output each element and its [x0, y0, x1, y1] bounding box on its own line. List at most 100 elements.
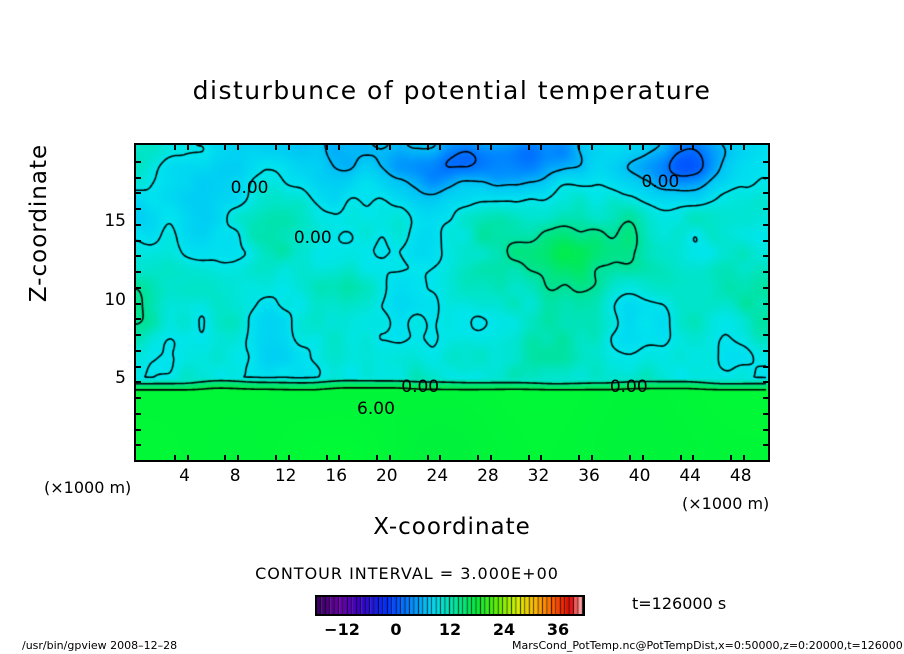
- contour-label: 0.00: [641, 171, 680, 192]
- y-tick: [763, 160, 768, 163]
- y-tick: [763, 397, 768, 399]
- contour-field: [136, 145, 768, 460]
- x-tick: [186, 455, 189, 460]
- x-tick: [426, 145, 429, 150]
- x-tick: [224, 145, 227, 150]
- x-tick-label: 44: [679, 466, 701, 486]
- x-tick: [489, 455, 492, 460]
- colorbar-tick-label: 0: [390, 620, 402, 639]
- y-tick: [136, 286, 141, 289]
- x-tick: [376, 455, 379, 460]
- x-tick: [742, 455, 745, 460]
- x-tick: [730, 455, 733, 460]
- x-tick-label: 20: [375, 466, 398, 486]
- y-tick-label: 15: [104, 210, 126, 231]
- y-tick: [136, 271, 141, 273]
- y-tick: [763, 334, 768, 336]
- y-tick: [136, 412, 141, 415]
- x-tick: [275, 145, 278, 150]
- x-tick: [692, 145, 695, 150]
- footer-command: /usr/bin/gpview 2008–12–28: [22, 639, 178, 652]
- x-tick-label: 24: [426, 466, 449, 486]
- x-tick: [628, 145, 631, 150]
- x-tick: [591, 145, 594, 150]
- x-tick: [578, 455, 581, 460]
- x-tick: [742, 145, 745, 150]
- contour-label: 0.00: [401, 376, 440, 397]
- colorbar-tick-label: 36: [546, 620, 570, 639]
- contour-label: 0.00: [230, 178, 269, 199]
- colorbar-tick-label: 12: [438, 620, 462, 639]
- x-tick: [439, 455, 442, 460]
- y-tick: [136, 365, 141, 368]
- y-tick: [136, 302, 141, 305]
- y-tick: [763, 428, 768, 431]
- x-tick: [287, 145, 290, 150]
- y-tick: [136, 334, 141, 336]
- x-tick: [730, 145, 733, 150]
- x-tick-label: 12: [274, 466, 297, 486]
- page-title: disturbunce of potential temperature: [192, 76, 712, 105]
- x-tick: [540, 145, 543, 150]
- x-tick: [376, 145, 379, 150]
- contour-label: 6.00: [357, 398, 395, 419]
- x-tick: [591, 455, 594, 460]
- x-tick: [186, 145, 189, 150]
- colorbar-tick-label: 24: [492, 620, 516, 639]
- y-tick: [763, 176, 768, 179]
- y-tick: [136, 239, 141, 242]
- y-tick: [136, 208, 141, 210]
- x-tick-label: 4: [179, 466, 190, 486]
- contour-interval-value: CONTOUR INTERVAL = 3.000E+00: [255, 564, 559, 583]
- x-tick: [540, 455, 543, 460]
- colorbar-gradient: [317, 597, 583, 614]
- y-tick: [136, 176, 141, 179]
- y-tick: [136, 192, 141, 195]
- x-tick: [679, 455, 682, 460]
- x-axis-unit-right: (×1000 m): [682, 494, 770, 513]
- y-tick: [763, 255, 768, 258]
- x-tick: [338, 145, 341, 150]
- plot-area: 0.00 0.00 0.00 0.00 0.00 6.00: [134, 143, 770, 462]
- y-tick: [136, 255, 141, 258]
- y-tick: [136, 223, 141, 226]
- x-tick-label: 32: [527, 466, 550, 486]
- y-tick: [136, 397, 141, 399]
- x-tick: [325, 455, 328, 460]
- y-tick: [763, 381, 768, 384]
- x-tick: [527, 455, 530, 460]
- x-tick: [679, 145, 682, 150]
- y-tick: [136, 318, 141, 321]
- x-tick: [641, 455, 644, 460]
- y-tick: [763, 192, 768, 195]
- y-tick: [763, 349, 768, 352]
- x-tick: [477, 145, 480, 150]
- x-tick: [477, 455, 480, 460]
- x-tick: [426, 455, 429, 460]
- x-tick: [489, 145, 492, 150]
- y-tick-label: 5: [115, 368, 126, 389]
- x-tick: [641, 145, 644, 150]
- y-tick: [136, 160, 141, 163]
- x-tick: [692, 455, 695, 460]
- y-tick: [763, 444, 768, 447]
- x-tick: [628, 455, 631, 460]
- x-tick: [527, 145, 530, 150]
- x-tick: [237, 455, 240, 460]
- x-tick-label: 36: [578, 466, 600, 486]
- x-tick: [275, 455, 278, 460]
- x-tick: [237, 145, 240, 150]
- contour-label: 0.00: [293, 228, 332, 249]
- y-tick: [763, 286, 768, 289]
- y-tick: [763, 318, 768, 321]
- y-axis-labels: 15 10 5: [78, 143, 126, 462]
- y-tick: [763, 412, 768, 415]
- y-tick: [136, 444, 141, 447]
- y-tick: [136, 381, 141, 384]
- y-tick: [763, 239, 768, 242]
- footer-dataset: MarsCond_PotTemp.nc@PotTempDist,x=0:5000…: [512, 639, 903, 652]
- x-tick: [325, 145, 328, 150]
- x-tick: [388, 455, 391, 460]
- x-tick: [439, 145, 442, 150]
- x-tick: [173, 145, 176, 150]
